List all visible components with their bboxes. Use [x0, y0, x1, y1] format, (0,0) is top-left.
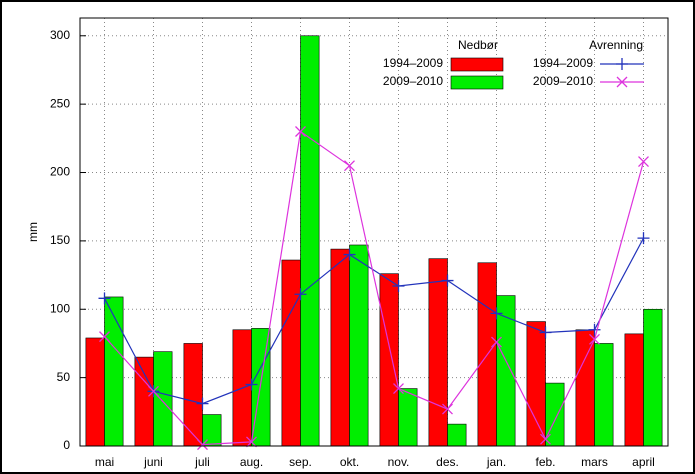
y-axis-label: mm	[26, 222, 40, 242]
line	[104, 130, 645, 446]
marker	[589, 333, 600, 345]
plot-frame	[79, 17, 669, 447]
x-tick-label: feb.	[535, 455, 555, 469]
marker	[294, 288, 307, 301]
bar	[379, 273, 399, 447]
bar	[153, 351, 173, 447]
marker	[638, 156, 649, 168]
marker	[295, 126, 306, 137]
marker	[148, 385, 159, 397]
x-tick-label: aug.	[240, 455, 263, 469]
legend-title: Nedbør	[458, 38, 498, 52]
x-tick-label: sep.	[289, 455, 312, 469]
x-tick-label: jan.	[486, 455, 506, 469]
legend-label: 1994–2009	[383, 56, 443, 70]
marker	[197, 439, 208, 451]
bar	[134, 356, 154, 447]
legend-swatch	[450, 75, 504, 90]
marker	[393, 383, 404, 395]
marker	[637, 232, 650, 245]
y-tick-label: 100	[50, 301, 70, 315]
bar	[496, 295, 516, 447]
bar	[104, 296, 124, 447]
x-tick-label: juli	[194, 455, 210, 469]
marker	[616, 76, 628, 88]
marker	[344, 160, 355, 172]
y-tick-label: 200	[50, 165, 70, 179]
bar	[251, 328, 271, 447]
bar	[183, 343, 203, 447]
marker	[99, 331, 110, 343]
x-tick-label: mai	[95, 455, 114, 469]
bar	[349, 244, 369, 447]
y-tick-label: 150	[50, 233, 70, 247]
marker	[491, 336, 502, 348]
marker	[441, 274, 454, 287]
bar	[624, 333, 644, 447]
legend-label: 2009–2010	[533, 74, 593, 88]
marker	[540, 433, 551, 445]
x-tick-label: okt.	[340, 455, 359, 469]
x-tick-label: april	[632, 455, 655, 469]
marker	[588, 323, 601, 336]
legend-swatch	[450, 57, 504, 72]
marker	[246, 436, 257, 448]
bar	[643, 308, 663, 447]
bar	[594, 343, 614, 447]
bar	[281, 259, 301, 447]
marker	[98, 292, 111, 305]
y-tick-label: 300	[50, 28, 70, 42]
marker	[539, 326, 552, 339]
bar	[330, 248, 350, 447]
bar	[398, 388, 418, 447]
bar	[85, 337, 105, 447]
marker	[196, 397, 209, 410]
marker	[442, 403, 453, 415]
marker	[490, 307, 503, 320]
x-tick-label: nov.	[388, 455, 410, 469]
y-tick-label: 50	[57, 370, 71, 384]
x-tick-label: juni	[143, 455, 163, 469]
y-tick-label: 0	[63, 438, 70, 452]
y-tick-label: 250	[50, 96, 70, 110]
marker	[343, 248, 356, 261]
x-tick-label: mars	[581, 455, 608, 469]
legend-label: 2009–2010	[383, 74, 443, 88]
bar	[428, 258, 448, 447]
bar	[575, 329, 595, 447]
bar	[300, 35, 320, 447]
bar	[526, 321, 546, 447]
marker	[616, 58, 628, 70]
marker	[245, 378, 258, 391]
legend-title: Avrenning	[589, 38, 643, 52]
bar	[447, 423, 467, 447]
line	[103, 237, 645, 405]
marker	[392, 280, 405, 293]
x-tick-label: des.	[436, 455, 459, 469]
legend-label: 1994–2009	[533, 56, 593, 70]
